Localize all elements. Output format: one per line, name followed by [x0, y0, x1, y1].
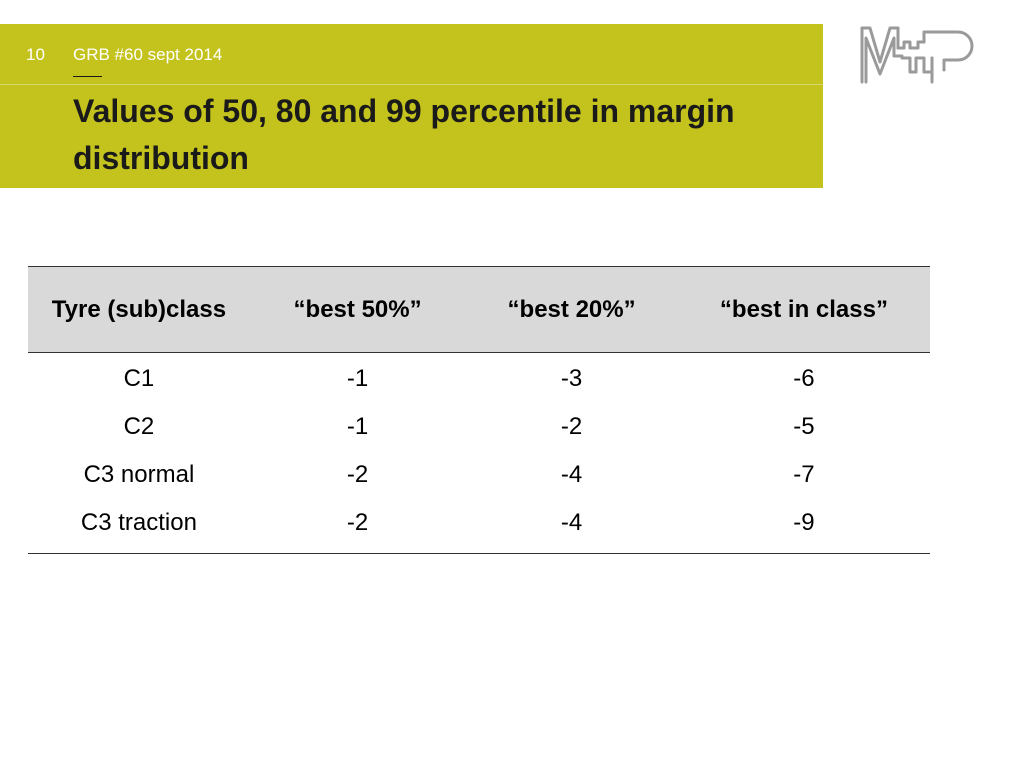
cell-best-in-class: -5	[793, 413, 815, 440]
cell-class: C3 normal	[83, 461, 195, 488]
cell-class: C2	[123, 413, 155, 440]
cell-best-in-class: -9	[677, 499, 930, 554]
table-row: C3 normal -2 -4 -7	[28, 451, 930, 499]
cell-best-50: -2	[346, 461, 369, 488]
cell-best-50: -2	[249, 499, 466, 554]
title-rule	[73, 76, 102, 77]
cell-best-50: -1	[346, 365, 369, 392]
cell-best-20: -4	[560, 461, 583, 488]
cell-best-in-class: -7	[793, 461, 815, 488]
cell-best-20: -2	[560, 413, 583, 440]
map-logo-icon	[860, 26, 974, 84]
table-row: C1 -1 -3 -6	[28, 353, 930, 404]
table-row: C2 -1 -2 -5	[28, 403, 930, 451]
meeting-reference: GRB #60 sept 2014	[73, 45, 223, 64]
cell-best-50: -1	[346, 413, 369, 440]
slide-title: Values of 50, 80 and 99 percentile in ma…	[73, 93, 735, 176]
cell-class: C3 traction	[28, 499, 250, 554]
cell-class: C1	[123, 365, 155, 392]
header-band	[0, 24, 823, 188]
cell-best-in-class: -6	[793, 365, 815, 392]
header-tyre-subclass: Tyre (sub)class	[28, 266, 250, 353]
cell-best-20: -3	[560, 365, 583, 392]
header-best-50: “best 50%”	[249, 266, 466, 353]
slide-number: 10	[26, 45, 45, 64]
cell-best-20: -4	[465, 499, 678, 554]
table-header-row: Tyre (sub)class “best 50%” “best 20%” “b…	[28, 266, 930, 353]
percentile-table: Tyre (sub)class “best 50%” “best 20%” “b…	[28, 266, 930, 554]
header-divider	[0, 84, 823, 85]
header-best-in-class: “best in class”	[677, 266, 930, 353]
table-row: C3 traction -2 -4 -9	[28, 499, 930, 554]
header-best-20: “best 20%”	[465, 266, 678, 353]
